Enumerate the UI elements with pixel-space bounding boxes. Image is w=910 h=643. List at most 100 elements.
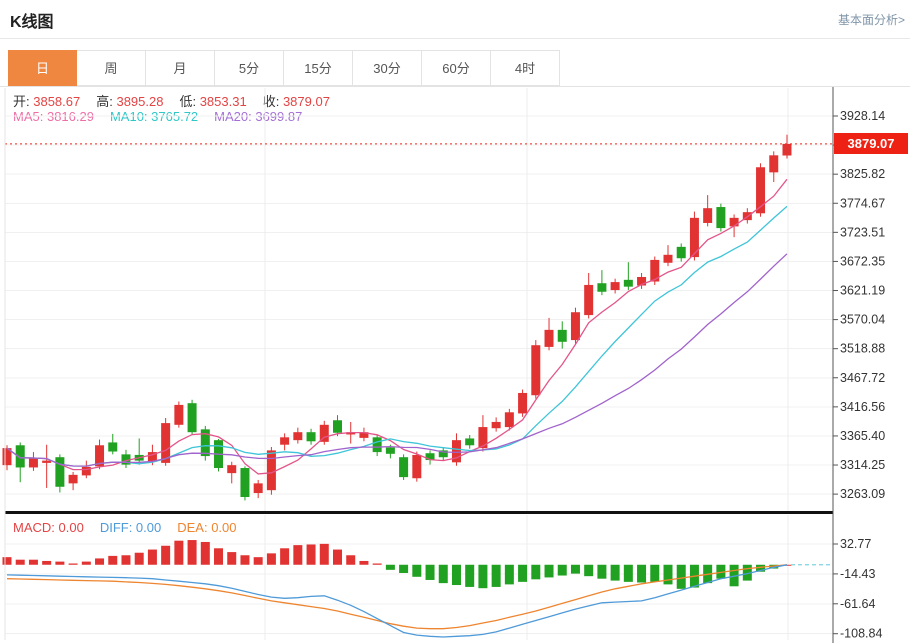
candle (42, 460, 52, 463)
macd-bar (504, 564, 514, 585)
header-divider (0, 38, 910, 39)
macd-readout-row: MACD: 0.00 DIFF: 0.00 DEA: 0.00 (13, 520, 253, 535)
macd-bar (293, 545, 303, 565)
fundamental-analysis-link[interactable]: 基本面分析> (837, 13, 905, 27)
macd-bar (584, 564, 594, 577)
candle (438, 450, 448, 458)
macd-bar (438, 564, 448, 584)
candle (174, 404, 184, 425)
candle (650, 259, 660, 282)
candle (478, 427, 488, 449)
page-title: K线图 (10, 14, 54, 31)
macd-bar (81, 561, 91, 565)
macd-bar (333, 549, 342, 565)
candle (676, 246, 686, 259)
macd-bar (2, 557, 12, 565)
macd-bar (756, 564, 766, 572)
macd-bar (253, 557, 263, 565)
candle (200, 429, 210, 457)
y-axis-label: 3416.56 (840, 400, 885, 414)
tab-周[interactable]: 周 (77, 50, 146, 86)
tabbar-bottom-border (0, 86, 910, 87)
candle (570, 312, 580, 341)
candle (769, 155, 779, 173)
candle (333, 420, 342, 433)
candle (346, 432, 356, 435)
readout-item: 收: 3879.07 (262, 94, 330, 109)
macd-axis-label: 32.77 (840, 537, 871, 551)
candle (187, 403, 197, 433)
candle (465, 438, 475, 446)
candle (451, 440, 461, 463)
macd-bar (570, 564, 580, 574)
tab-4时[interactable]: 4时 (491, 50, 560, 86)
candle (544, 329, 554, 347)
y-axis-label: 3365.40 (840, 429, 885, 443)
candle (161, 423, 171, 463)
macd-bar (187, 540, 197, 565)
candle (359, 432, 369, 438)
macd-bar (15, 559, 25, 565)
macd-bar (676, 564, 686, 589)
candle (240, 468, 250, 498)
candle (147, 452, 157, 462)
dea-line (6, 564, 788, 630)
candle (55, 457, 65, 487)
tab-日[interactable]: 日 (8, 50, 77, 86)
candle (504, 412, 514, 428)
macd-bar (491, 564, 501, 587)
tab-60分[interactable]: 60分 (422, 50, 491, 86)
macd-bar (465, 564, 475, 587)
macd-bar (385, 564, 395, 570)
candle (782, 143, 792, 156)
macd-bar (200, 541, 210, 565)
candle (637, 276, 647, 286)
readout-item: 开: 3858.67 (13, 94, 81, 109)
candle (729, 217, 739, 227)
candle (306, 432, 316, 442)
candle (597, 283, 607, 292)
macd-bar (425, 564, 435, 580)
readout-item: MACD: 0.00 (13, 520, 84, 535)
macd-bar (650, 564, 660, 582)
readout-item: 高: 3895.28 (96, 94, 164, 109)
candle (266, 450, 276, 491)
tab-月[interactable]: 月 (146, 50, 215, 86)
candle (108, 442, 118, 452)
candle (623, 279, 633, 287)
y-axis-label: 3621.19 (840, 284, 885, 298)
candle (81, 466, 91, 476)
candle (95, 445, 105, 467)
y-axis-label: 3570.04 (840, 313, 885, 327)
macd-bar (716, 564, 726, 579)
current-price-tag: 3879.07 (834, 133, 908, 154)
macd-bar (28, 559, 38, 565)
candle (399, 457, 409, 478)
macd-bar (174, 540, 184, 565)
macd-bar (637, 564, 647, 583)
macd-bar (108, 555, 118, 565)
candle (703, 208, 713, 223)
candle (385, 447, 395, 454)
macd-bar (161, 545, 171, 565)
tab-30分[interactable]: 30分 (353, 50, 422, 86)
candle (756, 167, 766, 214)
diff-line (6, 564, 788, 638)
tab-15分[interactable]: 15分 (284, 50, 353, 86)
macd-bar (451, 564, 461, 586)
candle (491, 421, 501, 429)
macd-bar (121, 555, 131, 565)
candle (716, 207, 726, 229)
candle (372, 437, 382, 453)
candle (68, 474, 78, 484)
macd-bar (623, 564, 633, 582)
macd-bar (68, 563, 78, 565)
y-axis-label: 3928.14 (840, 109, 885, 123)
candle (253, 483, 263, 494)
macd-bar (55, 561, 65, 565)
macd-bar (478, 564, 488, 589)
readout-item: DEA: 0.00 (177, 520, 237, 535)
macd-bar (227, 552, 237, 565)
tab-5分[interactable]: 5分 (215, 50, 284, 86)
